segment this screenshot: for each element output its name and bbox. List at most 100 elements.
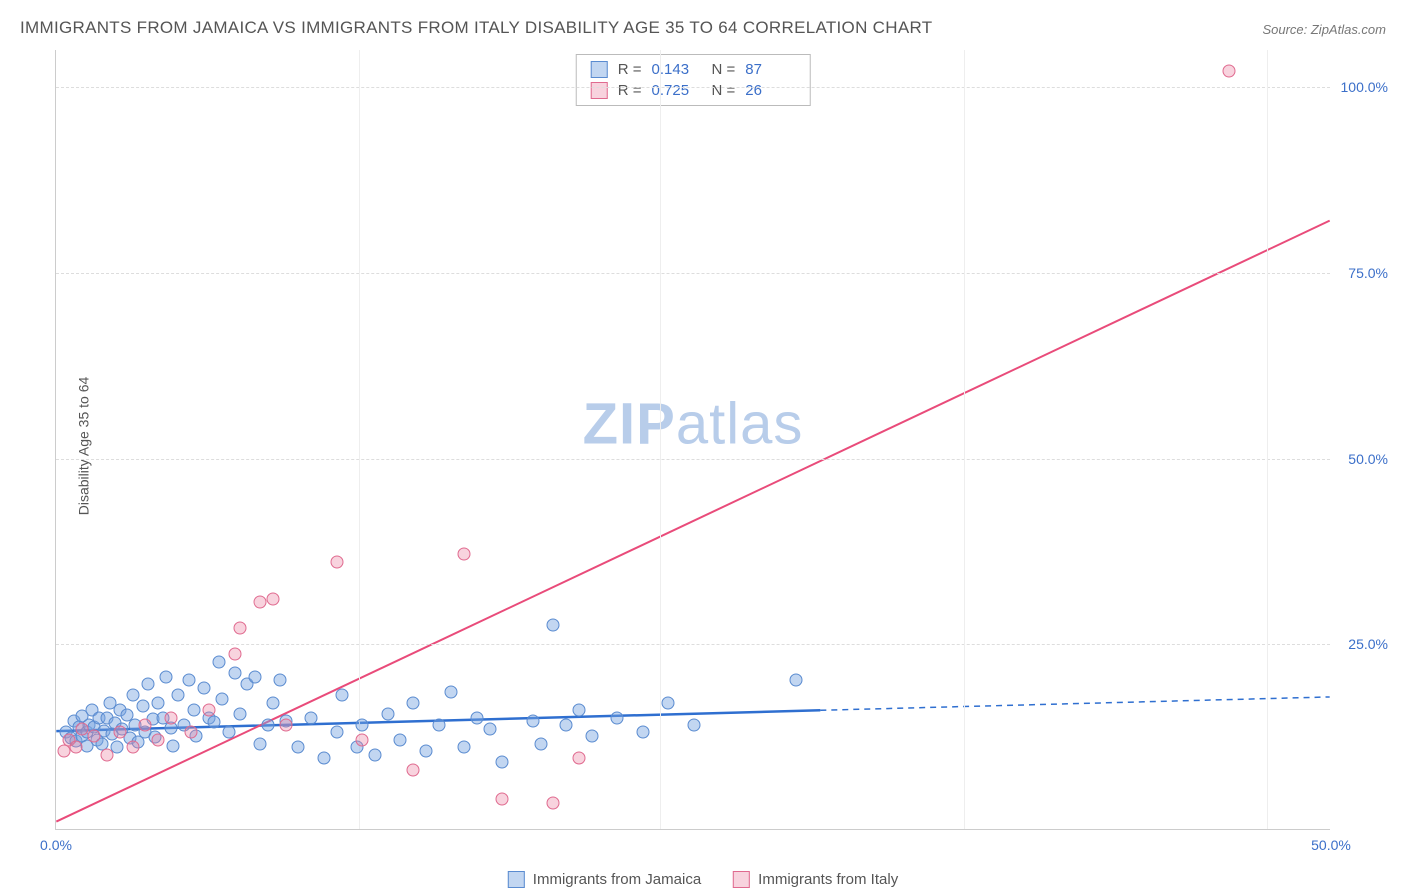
gridline-v	[359, 50, 360, 829]
data-point	[152, 733, 165, 746]
data-point	[611, 711, 624, 724]
stat-r-value: 0.725	[652, 82, 702, 99]
data-point	[254, 596, 267, 609]
data-point	[330, 555, 343, 568]
stat-row: R = 0.143 N = 87	[591, 59, 796, 80]
data-point	[254, 737, 267, 750]
bottom-legend: Immigrants from Jamaica Immigrants from I…	[508, 871, 898, 888]
data-point	[279, 719, 292, 732]
regression-lines	[56, 50, 1330, 829]
data-point	[233, 707, 246, 720]
data-point	[75, 722, 88, 735]
data-point	[185, 726, 198, 739]
data-point	[266, 696, 279, 709]
stat-n-value: 26	[745, 82, 795, 99]
stat-n-label: N =	[712, 61, 736, 78]
data-point	[57, 745, 70, 758]
data-point	[368, 748, 381, 761]
data-point	[88, 730, 101, 743]
data-point	[233, 622, 246, 635]
stat-n-label: N =	[712, 82, 736, 99]
data-point	[330, 726, 343, 739]
data-point	[534, 737, 547, 750]
data-point	[585, 730, 598, 743]
stats-legend-box: R = 0.143 N = 87 R = 0.725 N = 26	[576, 54, 811, 106]
data-point	[381, 707, 394, 720]
data-point	[496, 793, 509, 806]
data-point	[213, 655, 226, 668]
stat-n-value: 87	[745, 61, 795, 78]
source-name: ZipAtlas.com	[1311, 22, 1386, 37]
data-point	[208, 716, 221, 729]
data-point	[470, 711, 483, 724]
data-point	[126, 689, 139, 702]
y-tick-label: 25.0%	[1348, 636, 1388, 652]
source-label: Source:	[1262, 22, 1310, 37]
data-point	[152, 696, 165, 709]
data-point	[182, 674, 195, 687]
data-point	[547, 797, 560, 810]
legend-swatch	[733, 871, 750, 888]
data-point	[159, 670, 172, 683]
data-point	[407, 763, 420, 776]
data-point	[126, 741, 139, 754]
data-point	[572, 704, 585, 717]
data-point	[483, 722, 496, 735]
data-point	[70, 741, 83, 754]
data-point	[101, 748, 114, 761]
stat-row: R = 0.725 N = 26	[591, 80, 796, 101]
data-point	[317, 752, 330, 765]
stat-r-label: R =	[618, 61, 642, 78]
data-point	[526, 715, 539, 728]
series-swatch	[591, 82, 608, 99]
data-point	[687, 719, 700, 732]
data-point	[496, 756, 509, 769]
data-point	[1223, 65, 1236, 78]
data-point	[136, 700, 149, 713]
stat-r-label: R =	[618, 82, 642, 99]
data-point	[187, 704, 200, 717]
data-point	[261, 719, 274, 732]
data-point	[305, 711, 318, 724]
data-point	[636, 726, 649, 739]
y-tick-label: 75.0%	[1348, 265, 1388, 281]
data-point	[197, 681, 210, 694]
data-point	[560, 719, 573, 732]
source-attribution: Source: ZipAtlas.com	[1262, 22, 1386, 37]
data-point	[167, 739, 180, 752]
stat-r-value: 0.143	[652, 61, 702, 78]
gridline-h	[56, 273, 1330, 274]
gridline-v	[964, 50, 965, 829]
legend-label: Immigrants from Jamaica	[533, 871, 701, 888]
y-tick-label: 50.0%	[1348, 451, 1388, 467]
data-point	[172, 689, 185, 702]
data-point	[113, 726, 126, 739]
y-tick-label: 100.0%	[1341, 79, 1388, 95]
data-point	[164, 711, 177, 724]
legend-label: Immigrants from Italy	[758, 871, 898, 888]
data-point	[407, 696, 420, 709]
gridline-v	[660, 50, 661, 829]
data-point	[266, 592, 279, 605]
gridline-h	[56, 459, 1330, 460]
data-point	[223, 726, 236, 739]
legend-item: Immigrants from Jamaica	[508, 871, 701, 888]
data-point	[789, 674, 802, 687]
x-tick-label: 0.0%	[40, 837, 72, 853]
data-point	[274, 674, 287, 687]
gridline-h	[56, 87, 1330, 88]
data-point	[203, 704, 216, 717]
data-point	[445, 685, 458, 698]
regression-line-dashed	[820, 697, 1329, 710]
gridline-h	[56, 644, 1330, 645]
legend-item: Immigrants from Italy	[733, 871, 898, 888]
data-point	[394, 733, 407, 746]
data-point	[662, 696, 675, 709]
data-point	[356, 719, 369, 732]
data-point	[141, 678, 154, 691]
data-point	[458, 548, 471, 561]
series-swatch	[591, 61, 608, 78]
data-point	[547, 618, 560, 631]
legend-swatch	[508, 871, 525, 888]
data-point	[572, 752, 585, 765]
